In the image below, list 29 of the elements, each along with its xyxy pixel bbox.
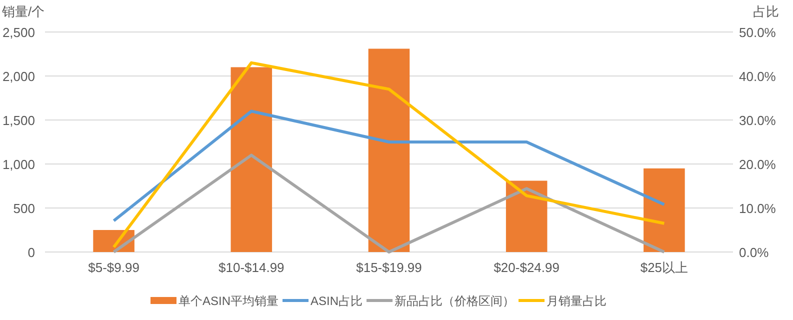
line-series bbox=[112, 110, 666, 222]
x-tick-label: $15-$19.99 bbox=[356, 260, 422, 275]
y-axis-title: 销量/个 bbox=[1, 4, 45, 19]
x-tick-label: $10-$14.99 bbox=[218, 260, 284, 275]
legend-label: 单个ASIN平均销量 bbox=[178, 294, 279, 308]
y-tick-label: 500 bbox=[13, 201, 35, 216]
bar bbox=[644, 168, 685, 252]
x-tick-label: $20-$24.99 bbox=[494, 260, 560, 275]
y2-tick-label: 10.0% bbox=[739, 201, 776, 216]
y2-tick-label: 30.0% bbox=[739, 113, 776, 128]
x-tick-label: $25以上 bbox=[640, 260, 688, 275]
legend-label: 新品占比（价格区间） bbox=[394, 294, 515, 308]
y-tick-label: 2,000 bbox=[2, 69, 35, 84]
y-tick-label: 1,500 bbox=[2, 113, 35, 128]
x-tick-label: $5-$9.99 bbox=[88, 260, 140, 275]
legend-label: 月销量占比 bbox=[546, 294, 607, 308]
y2-axis-title: 占比 bbox=[753, 4, 779, 19]
y2-tick-label: 50.0% bbox=[739, 25, 776, 40]
y-tick-label: 1,000 bbox=[2, 157, 35, 172]
bar bbox=[230, 67, 272, 252]
y-tick-label: 0 bbox=[28, 245, 35, 260]
line-series bbox=[112, 61, 666, 249]
legend-label: ASIN占比 bbox=[310, 294, 363, 308]
bar bbox=[506, 180, 548, 252]
y2-tick-label: 40.0% bbox=[739, 69, 776, 84]
y2-tick-label: 0.0% bbox=[739, 245, 770, 260]
y-tick-label: 2,500 bbox=[2, 25, 35, 40]
bar bbox=[368, 48, 410, 252]
y2-tick-label: 20.0% bbox=[739, 157, 776, 172]
